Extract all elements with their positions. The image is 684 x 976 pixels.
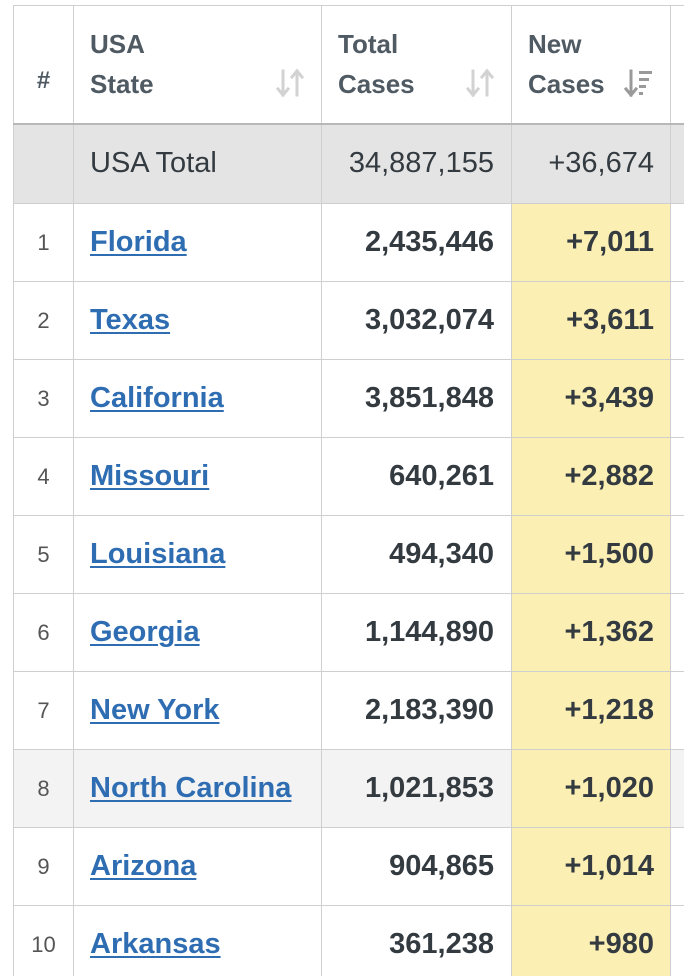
state-link[interactable]: North Carolina [90,772,292,804]
table-row: 10 Arkansas 361,238 +980 [13,905,684,976]
usa-total-row: USA Total 34,887,155 +36,674 [13,123,684,204]
row-new-cases: +980 [511,905,671,976]
usa-total-label: USA Total [73,123,322,204]
state-link[interactable]: Georgia [90,616,200,648]
row-state-cell: North Carolina [73,749,322,828]
row-rank: 8 [13,749,74,828]
row-new-cases: +1,218 [511,671,671,750]
row-rank: 3 [13,359,74,438]
row-new-cases: +1,020 [511,749,671,828]
row-next-partial [670,827,684,906]
column-header-total-cases[interactable]: Total Cases [321,5,512,125]
row-state-cell: Louisiana [73,515,322,594]
row-total-cases: 2,435,446 [321,203,512,282]
state-link[interactable]: Arizona [90,850,197,882]
state-link[interactable]: Texas [90,304,171,336]
table-row: 1 Florida 2,435,446 +7,011 [13,203,684,282]
row-state-cell: New York [73,671,322,750]
row-rank: 1 [13,203,74,282]
covid-state-table-container: # USA State Total Cases [13,5,684,976]
column-header-rank: # [13,5,74,125]
sort-both-icon[interactable] [275,67,305,99]
column-header-next-partial [670,5,684,125]
row-rank: 2 [13,281,74,360]
column-header-state-line2: State [90,69,154,100]
row-total-cases: 3,032,074 [321,281,512,360]
row-total-cases: 904,865 [321,827,512,906]
row-rank: 7 [13,671,74,750]
covid-state-table: # USA State Total Cases [13,5,684,976]
table-row: 6 Georgia 1,144,890 +1,362 [13,593,684,672]
state-link[interactable]: Louisiana [90,538,226,570]
state-link[interactable]: Arkansas [90,928,221,960]
row-next-partial [670,203,684,282]
row-total-cases: 640,261 [321,437,512,516]
row-state-cell: Arizona [73,827,322,906]
column-header-new-line1: New [528,29,582,60]
row-new-cases: +1,014 [511,827,671,906]
row-rank: 10 [13,905,74,976]
state-link[interactable]: California [90,382,224,414]
row-state-cell: Arkansas [73,905,322,976]
row-next-partial [670,437,684,516]
row-new-cases: +2,882 [511,437,671,516]
row-new-cases: +3,611 [511,281,671,360]
row-next-partial [670,749,684,828]
row-next-partial [670,593,684,672]
row-new-cases: +7,011 [511,203,671,282]
row-rank: 6 [13,593,74,672]
row-state-cell: Georgia [73,593,322,672]
usa-total-next-partial [670,123,684,204]
column-header-total-line1: Total [338,29,399,60]
sort-descending-icon[interactable] [624,67,654,99]
row-state-cell: Florida [73,203,322,282]
column-header-new-cases[interactable]: New Cases [511,5,671,125]
row-state-cell: California [73,359,322,438]
state-link[interactable]: New York [90,694,220,726]
table-row: 8 North Carolina 1,021,853 +1,020 [13,749,684,828]
row-rank: 5 [13,515,74,594]
row-total-cases: 3,851,848 [321,359,512,438]
column-header-state[interactable]: USA State [73,5,322,125]
row-rank: 4 [13,437,74,516]
row-total-cases: 494,340 [321,515,512,594]
sort-both-icon[interactable] [465,67,495,99]
usa-total-rank-cell [13,123,74,204]
row-total-cases: 2,183,390 [321,671,512,750]
row-total-cases: 1,021,853 [321,749,512,828]
column-header-rank-label: # [36,67,51,95]
row-rank: 9 [13,827,74,906]
row-state-cell: Missouri [73,437,322,516]
state-link[interactable]: Missouri [90,460,210,492]
column-header-total-line2: Cases [338,69,415,100]
usa-total-new-cases: +36,674 [511,123,671,204]
table-row: 9 Arizona 904,865 +1,014 [13,827,684,906]
table-row: 5 Louisiana 494,340 +1,500 [13,515,684,594]
column-header-new-line2: Cases [528,69,605,100]
row-next-partial [670,281,684,360]
table-row: 3 California 3,851,848 +3,439 [13,359,684,438]
row-total-cases: 1,144,890 [321,593,512,672]
column-header-state-line1: USA [90,29,145,60]
row-new-cases: +1,500 [511,515,671,594]
table-row: 4 Missouri 640,261 +2,882 [13,437,684,516]
row-state-cell: Texas [73,281,322,360]
row-total-cases: 361,238 [321,905,512,976]
row-new-cases: +3,439 [511,359,671,438]
row-next-partial [670,905,684,976]
row-next-partial [670,515,684,594]
row-next-partial [670,359,684,438]
table-row: 7 New York 2,183,390 +1,218 [13,671,684,750]
usa-total-cases: 34,887,155 [321,123,512,204]
table-row: 2 Texas 3,032,074 +3,611 [13,281,684,360]
row-new-cases: +1,362 [511,593,671,672]
state-link[interactable]: Florida [90,226,187,258]
table-header-row: # USA State Total Cases [13,5,684,125]
row-next-partial [670,671,684,750]
